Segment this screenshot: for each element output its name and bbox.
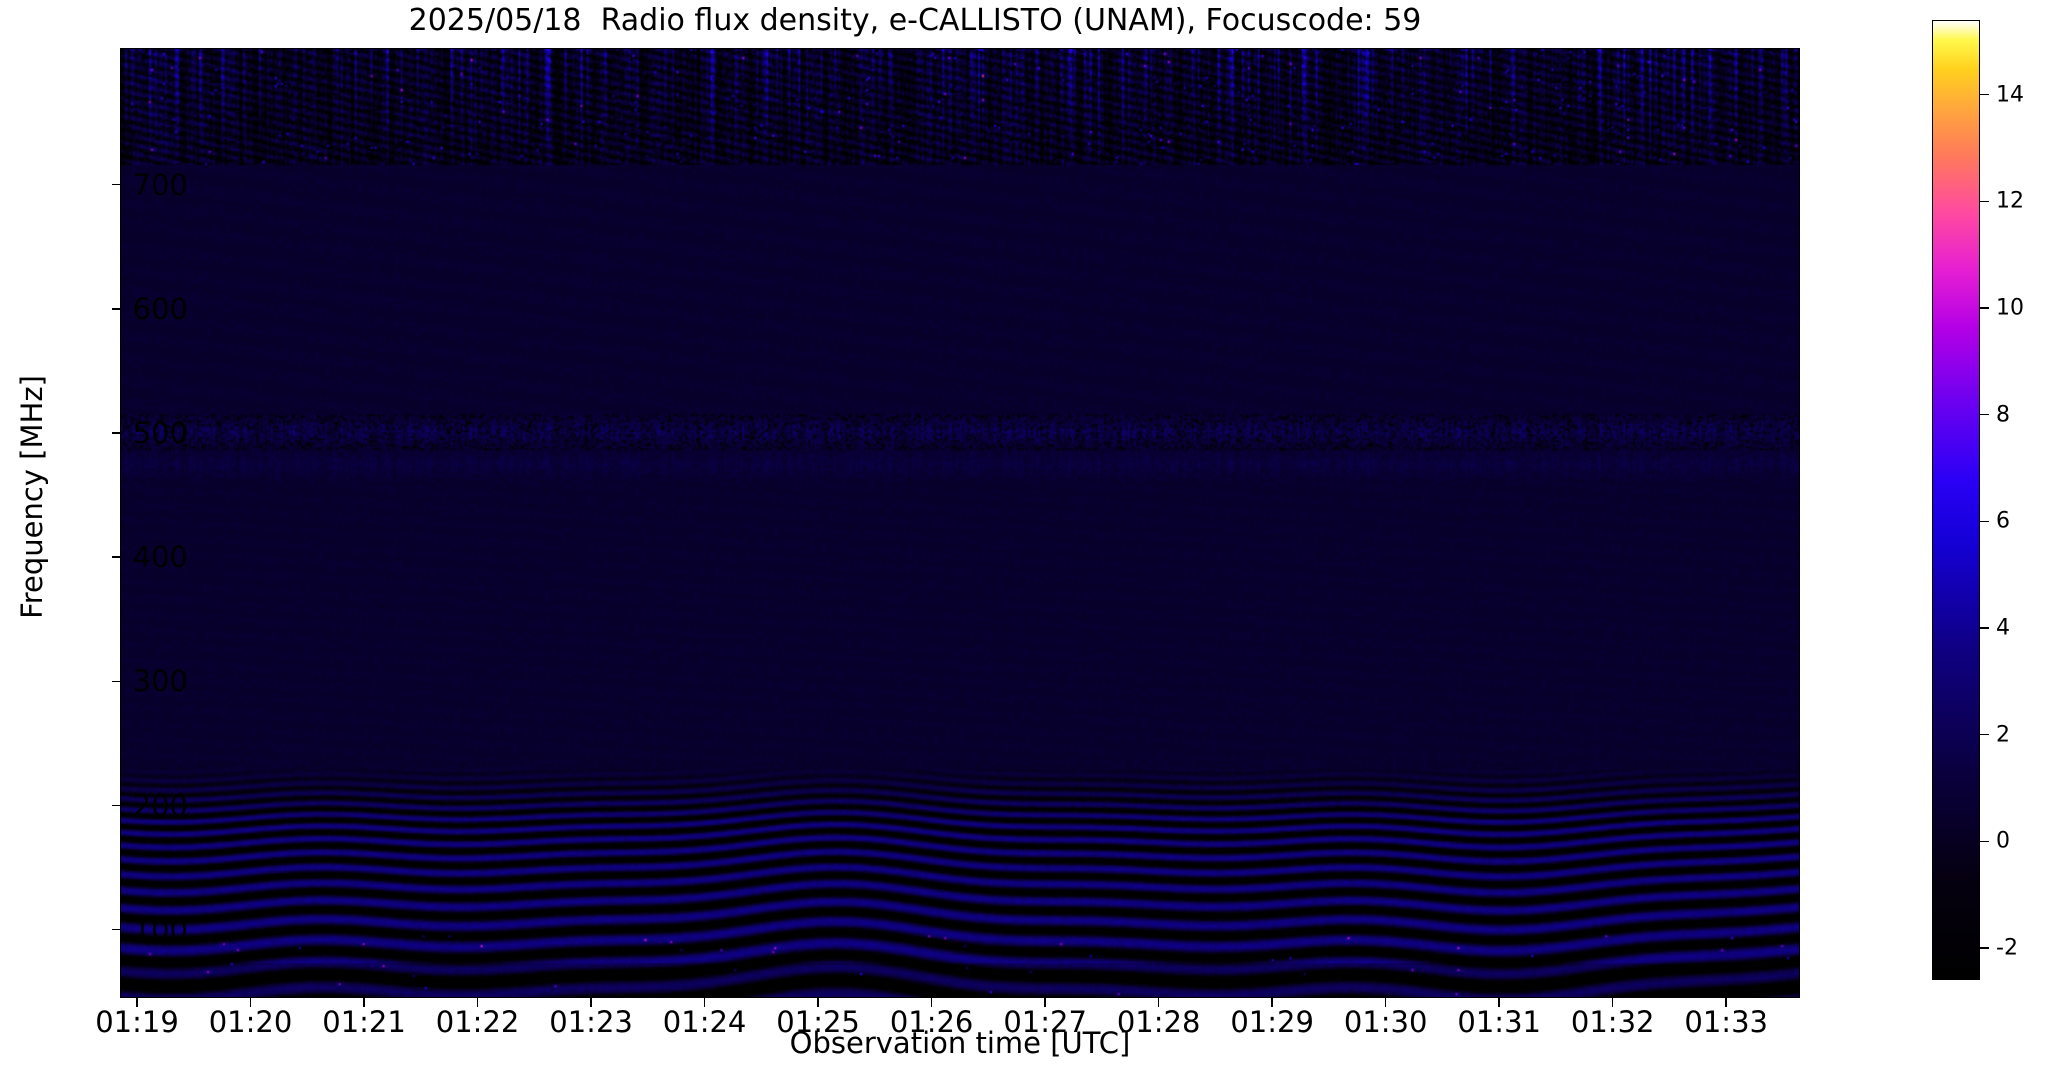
x-tick-label: 01:24 — [662, 1005, 747, 1039]
colorbar-tick-label: 6 — [1996, 508, 2010, 534]
x-tick-mark — [930, 998, 933, 1007]
x-tick-label: 01:19 — [95, 1005, 179, 1039]
colorbar-tick-mark — [1980, 947, 1989, 949]
colorbar-tick-mark — [1980, 840, 1989, 843]
x-tick-label: 01:29 — [1230, 1005, 1314, 1039]
x-tick-mark — [1611, 998, 1614, 1007]
y-tick-mark — [112, 183, 121, 186]
colorbar-tick-label: 8 — [1996, 402, 2010, 428]
x-tick-mark — [476, 998, 479, 1007]
y-tick-label: 100 — [132, 912, 188, 947]
colorbar-tick-mark — [1980, 93, 1989, 96]
y-tick-mark — [112, 928, 121, 931]
x-tick-label: 01:27 — [1003, 1005, 1087, 1039]
y-tick-mark — [112, 804, 121, 807]
colorbar-tick-label: 12 — [1996, 188, 2024, 214]
y-tick-label: 300 — [132, 664, 188, 699]
y-tick-mark — [112, 432, 121, 434]
colorbar-tick-label: 10 — [1996, 295, 2024, 321]
y-tick-mark — [112, 556, 121, 558]
x-tick-label: 01:22 — [435, 1005, 520, 1039]
y-tick-label: 700 — [132, 167, 188, 202]
colorbar-tick-label: 4 — [1996, 615, 2010, 641]
colorbar-tick-mark — [1980, 627, 1989, 629]
y-tick-mark — [112, 680, 121, 683]
x-tick-mark — [1044, 998, 1046, 1007]
colorbar-tick-mark — [1980, 200, 1989, 203]
x-tick-mark — [817, 998, 819, 1007]
y-tick-mark — [112, 307, 121, 310]
colorbar-gradient — [1933, 21, 1979, 979]
colorbar-tick-label: 0 — [1996, 828, 2010, 854]
x-tick-mark — [1271, 998, 1273, 1007]
x-axis-label: Observation time [UTC] — [789, 1026, 1131, 1060]
y-tick-label: 500 — [132, 415, 188, 450]
colorbar-tick-mark — [1980, 307, 1989, 309]
x-tick-label: 01:31 — [1457, 1005, 1541, 1039]
x-tick-mark — [1725, 998, 1727, 1007]
y-tick-label: 200 — [132, 788, 188, 823]
x-tick-mark — [1498, 998, 1500, 1007]
x-tick-mark — [703, 998, 706, 1007]
spectrogram-axes — [120, 48, 1800, 998]
y-axis-label: Frequency [MHz] — [15, 375, 49, 619]
x-tick-label: 01:33 — [1684, 1005, 1768, 1039]
colorbar-tick-mark — [1980, 413, 1989, 416]
colorbar-tick-label: 14 — [1996, 82, 2024, 108]
x-tick-mark — [249, 998, 252, 1007]
x-tick-label: 01:25 — [776, 1005, 860, 1039]
x-tick-label: 01:32 — [1570, 1005, 1655, 1039]
x-tick-mark — [136, 998, 138, 1007]
x-tick-label: 01:20 — [208, 1005, 293, 1039]
x-tick-label: 01:23 — [549, 1005, 633, 1039]
y-tick-label: 600 — [132, 291, 188, 326]
x-tick-mark — [590, 998, 592, 1007]
y-tick-label: 400 — [132, 540, 188, 575]
colorbar-tick-mark — [1980, 520, 1989, 523]
colorbar — [1932, 20, 1980, 980]
x-tick-label: 01:28 — [1116, 1005, 1201, 1039]
x-tick-mark — [1384, 998, 1387, 1007]
x-tick-label: 01:21 — [322, 1005, 406, 1039]
x-tick-mark — [1157, 998, 1160, 1007]
page-title: 2025/05/18 Radio flux density, e-CALLIST… — [408, 3, 1422, 38]
colorbar-tick-label: 2 — [1996, 722, 2010, 748]
x-tick-label: 01:26 — [889, 1005, 974, 1039]
x-tick-mark — [363, 998, 365, 1007]
colorbar-tick-label: -2 — [1996, 935, 2018, 961]
colorbar-tick-mark — [1980, 733, 1989, 736]
x-tick-label: 01:30 — [1343, 1005, 1428, 1039]
spectrogram-image — [121, 49, 1799, 997]
